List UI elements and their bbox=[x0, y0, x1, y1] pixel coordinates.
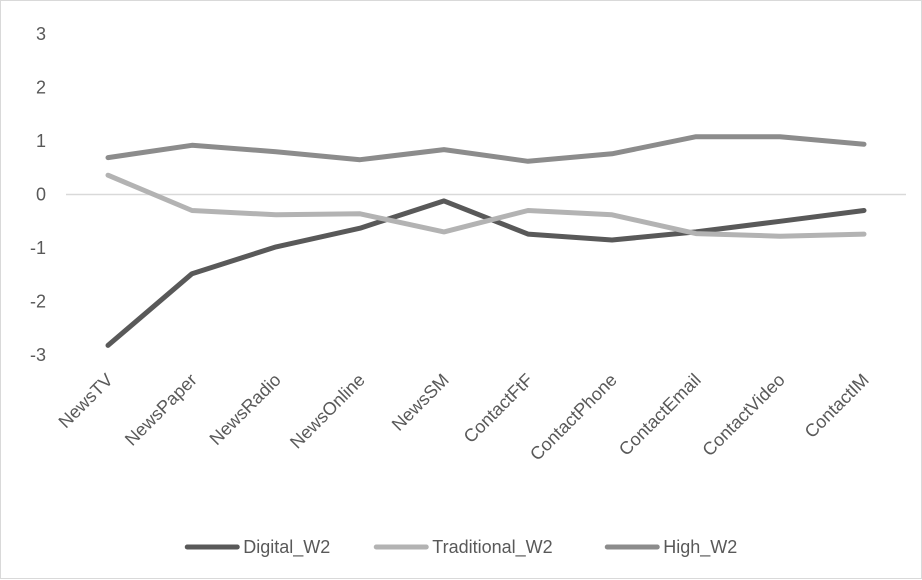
x-tick-label: NewsRadio bbox=[206, 370, 285, 449]
series-line-digital-w2 bbox=[105, 198, 867, 348]
x-tick-label: ContactIM bbox=[801, 370, 873, 442]
x-tick-label: ContactPhone bbox=[526, 370, 621, 465]
y-axis-ticks: 3 2 1 0 -1 -2 -3 bbox=[30, 24, 46, 365]
legend-label: Digital_W2 bbox=[243, 537, 330, 558]
y-tick-label: -1 bbox=[30, 238, 46, 258]
y-tick-label: -2 bbox=[30, 292, 46, 312]
legend-label: High_W2 bbox=[663, 537, 737, 558]
x-tick-label: ContactVideo bbox=[698, 370, 788, 460]
y-tick-label: 2 bbox=[36, 78, 46, 98]
series-lines bbox=[105, 134, 867, 348]
legend: Digital_W2 Traditional_W2 High_W2 bbox=[184, 537, 737, 558]
series-line-high-w2 bbox=[105, 134, 867, 164]
legend-label: Traditional_W2 bbox=[432, 537, 552, 558]
y-tick-label: 0 bbox=[36, 185, 46, 205]
x-tick-label: NewsTV bbox=[55, 370, 117, 432]
y-tick-label: -3 bbox=[30, 345, 46, 365]
series-line-traditional-w2 bbox=[105, 172, 867, 239]
legend-item: High_W2 bbox=[604, 537, 737, 558]
legend-item: Traditional_W2 bbox=[373, 537, 553, 558]
y-tick-label: 3 bbox=[36, 24, 46, 44]
x-axis-ticks: NewsTV NewsPaper NewsRadio NewsOnline NewsSM… bbox=[55, 370, 873, 465]
x-tick-label: NewsPaper bbox=[121, 370, 201, 450]
legend-item: Digital_W2 bbox=[184, 537, 330, 558]
x-tick-label: ContactEmail bbox=[615, 370, 705, 460]
x-tick-label: ContactFtF bbox=[460, 370, 537, 447]
x-tick-label: NewsOnline bbox=[286, 370, 369, 453]
y-tick-label: 1 bbox=[36, 131, 46, 151]
x-tick-label: NewsSM bbox=[388, 370, 453, 435]
